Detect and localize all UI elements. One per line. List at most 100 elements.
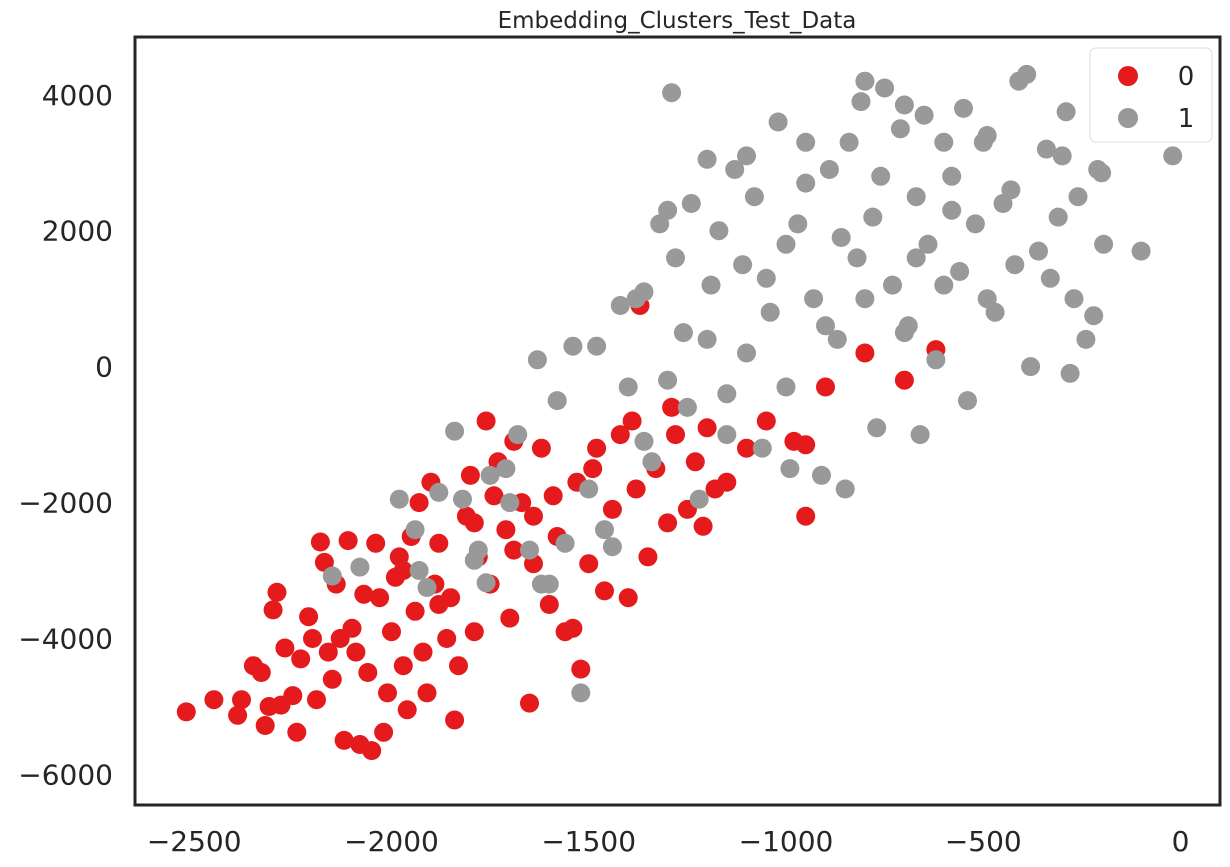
series-0-point [539, 595, 559, 614]
series-1-point [547, 391, 567, 411]
series-0-point [429, 595, 449, 614]
series-1-point [926, 350, 946, 370]
series-1-point [666, 248, 685, 268]
series-0-point [563, 618, 583, 638]
series-1-point [579, 479, 599, 499]
series-1-point [1092, 163, 1112, 183]
series-0-point [737, 438, 756, 458]
legend: 01 [1089, 47, 1213, 143]
series-1-point [1029, 241, 1048, 261]
series-0-point [658, 513, 678, 533]
series-1-point [883, 275, 902, 295]
series-0-point [543, 486, 563, 506]
series-0-point [464, 622, 484, 642]
y-tick-label: −6000 [18, 758, 113, 791]
series-1-point [906, 248, 926, 268]
series-1-point [855, 71, 875, 91]
series-1-point [1064, 289, 1084, 309]
series-1-point [816, 316, 835, 336]
series-0-point [816, 377, 835, 397]
series-0-point [531, 438, 551, 458]
series-1-point [796, 173, 816, 193]
series-0-point [354, 584, 374, 604]
series-0-point [460, 465, 480, 485]
series-1-point [804, 289, 824, 309]
series-1-point [496, 459, 516, 479]
series-1-point [737, 343, 756, 363]
series-1-point [851, 92, 871, 112]
chart-title: Embedding_Clusters_Test_Data [498, 8, 857, 34]
series-0-point [464, 513, 484, 533]
series-1-point [602, 537, 622, 557]
series-0-point [303, 629, 322, 648]
legend-marker-0 [1118, 66, 1138, 86]
series-1-point [1163, 146, 1183, 166]
series-0-point [232, 690, 251, 710]
series-0-point [307, 690, 326, 710]
series-0-point [251, 663, 271, 682]
series-0-point [374, 722, 394, 742]
series-1-point [906, 187, 926, 207]
series-0-point [338, 531, 358, 551]
series-0-point [622, 411, 642, 431]
series-1-point [871, 166, 891, 186]
series-1-point [658, 370, 678, 390]
series-0-point [717, 472, 737, 492]
series-0-point [496, 520, 516, 540]
series-1-point [520, 540, 539, 560]
series-1-point [867, 418, 887, 438]
series-1-point [468, 540, 488, 560]
series-0-point [370, 588, 390, 608]
series-0-point [524, 506, 543, 526]
series-1-point [1001, 180, 1021, 200]
series-0-point [595, 581, 614, 601]
y-tick-label: −4000 [18, 623, 113, 656]
points-layer [176, 64, 1183, 761]
series-1-point [634, 282, 654, 302]
series-0-point [602, 499, 622, 519]
series-0-point [685, 452, 705, 472]
series-1-point [1056, 102, 1076, 122]
series-1-point [918, 234, 938, 254]
series-0-point [413, 642, 433, 662]
series-0-point [397, 700, 417, 720]
series-0-point [638, 547, 658, 567]
series-0-point [318, 642, 338, 662]
series-1-point [610, 296, 630, 315]
series-0-point [437, 629, 457, 648]
series-1-point [642, 452, 662, 472]
y-tick-label: −2000 [18, 487, 113, 520]
series-1-point [618, 377, 638, 397]
series-0-point [204, 690, 224, 710]
series-1-point [812, 465, 831, 485]
series-0-point [382, 622, 401, 642]
series-1-point [796, 132, 816, 152]
series-1-point [942, 200, 962, 220]
series-1-point [1084, 306, 1104, 326]
y-tick-label: 0 [95, 351, 113, 384]
x-tick-label: −2500 [147, 825, 242, 858]
series-0-point [322, 669, 342, 689]
series-1-point [634, 431, 654, 451]
series-1-point [701, 275, 721, 295]
series-1-point [662, 83, 682, 103]
series-1-point [1060, 363, 1080, 383]
series-0-point [255, 716, 275, 735]
series-1-point [954, 98, 973, 118]
plot-region [176, 64, 1183, 761]
series-0-point [662, 397, 682, 417]
series-1-point [527, 350, 547, 370]
series-1-point [480, 465, 500, 485]
series-1-point [863, 207, 883, 227]
series-0-point [504, 540, 524, 560]
series-1-point [827, 329, 847, 349]
legend-marker-1 [1118, 108, 1138, 128]
series-0-point [429, 533, 449, 553]
y-axis: −6000 −4000 −2000 0 2000 4000 [18, 79, 113, 792]
series-1-point [1076, 329, 1096, 349]
series-0-point [275, 638, 295, 658]
series-1-point [977, 289, 997, 309]
series-1-point [934, 275, 954, 295]
series-1-point [673, 323, 693, 343]
